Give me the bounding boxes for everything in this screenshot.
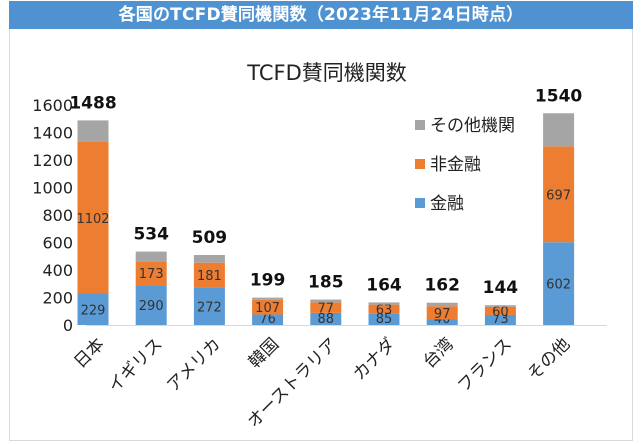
data-label: 229 — [81, 303, 106, 318]
category-label: その他 — [524, 334, 574, 384]
data-label: 173 — [139, 267, 164, 282]
data-label: 181 — [197, 269, 222, 284]
y-tick-label: 1000 — [32, 179, 73, 198]
total-label: 534 — [133, 225, 169, 245]
bar-segment — [135, 285, 167, 325]
bar-segment — [310, 312, 342, 325]
bar-segment — [368, 304, 400, 314]
bar-segment — [193, 262, 225, 288]
data-label: 107 — [255, 301, 280, 316]
total-label: 164 — [366, 275, 402, 295]
category-label: イギリス — [105, 334, 167, 396]
total-label: 509 — [192, 228, 228, 248]
bar-segment — [252, 314, 284, 325]
data-label: 85 — [376, 312, 393, 327]
bar-segment — [135, 261, 167, 286]
bar-segment — [368, 302, 400, 305]
legend-swatch — [415, 120, 425, 130]
bar-segment — [135, 251, 167, 262]
data-label: 77 — [318, 302, 335, 317]
data-label: 602 — [546, 278, 571, 293]
bar-segment — [426, 302, 458, 307]
data-label: 76 — [259, 312, 276, 327]
data-label: 290 — [139, 299, 164, 314]
data-label: 97 — [434, 307, 451, 322]
bar-segment — [310, 302, 342, 313]
data-label: 1102 — [76, 212, 109, 227]
legend-swatch — [415, 159, 425, 169]
total-label: 162 — [424, 276, 460, 296]
bar-segment — [543, 113, 575, 147]
total-label: 185 — [308, 273, 344, 293]
y-tick-label: 0 — [63, 316, 73, 335]
total-label: 199 — [250, 271, 286, 291]
y-tick-label: 200 — [42, 289, 73, 308]
bar-segment — [426, 306, 458, 320]
data-label: 60 — [492, 305, 509, 320]
bar-segment — [543, 146, 575, 243]
data-label: 88 — [318, 312, 335, 327]
legend-swatch — [415, 198, 425, 208]
chart-title: TCFD賛同機関数 — [246, 61, 407, 85]
category-label: 台湾 — [420, 334, 458, 372]
y-tick-label: 400 — [42, 261, 73, 280]
bar-segment — [484, 305, 516, 307]
category-label: アメリカ — [163, 334, 225, 396]
bar-segment — [368, 313, 400, 325]
bar-segment — [77, 141, 109, 294]
y-tick-label: 1600 — [32, 96, 73, 115]
bar-segment — [426, 319, 458, 325]
total-label: 1488 — [69, 93, 116, 113]
category-label: 韓国 — [245, 334, 283, 372]
y-tick-label: 1200 — [32, 151, 73, 170]
bar-segment — [310, 299, 342, 303]
bar-segment — [77, 120, 109, 142]
data-label: 697 — [546, 188, 571, 203]
category-label: カナダ — [349, 334, 399, 384]
bar-segment — [193, 255, 225, 263]
y-tick-label: 600 — [42, 234, 73, 253]
bar-segment — [543, 242, 575, 325]
total-label: 1540 — [535, 86, 582, 106]
category-label: 日本 — [70, 334, 108, 372]
bar-segment — [193, 287, 225, 325]
data-label: 63 — [376, 303, 393, 318]
total-label: 144 — [483, 278, 519, 298]
legend-label: 金融 — [430, 194, 464, 214]
bar-segment — [252, 297, 284, 300]
data-label: 73 — [492, 312, 509, 327]
chart-frame — [9, 29, 633, 441]
y-tick-label: 800 — [42, 206, 73, 225]
category-label: フランス — [454, 334, 516, 396]
legend-label: 非金融 — [430, 155, 481, 175]
bar-segment — [484, 306, 516, 315]
bar-segment — [484, 314, 516, 325]
bar-segment — [77, 293, 109, 325]
legend-label: その他機関 — [430, 116, 515, 136]
bar-segment — [252, 299, 284, 315]
banner-title: 各国のTCFD賛同機関数（2023年11月24日時点） — [9, 1, 633, 29]
y-tick-label: 1400 — [32, 124, 73, 143]
data-label: 272 — [197, 300, 222, 315]
